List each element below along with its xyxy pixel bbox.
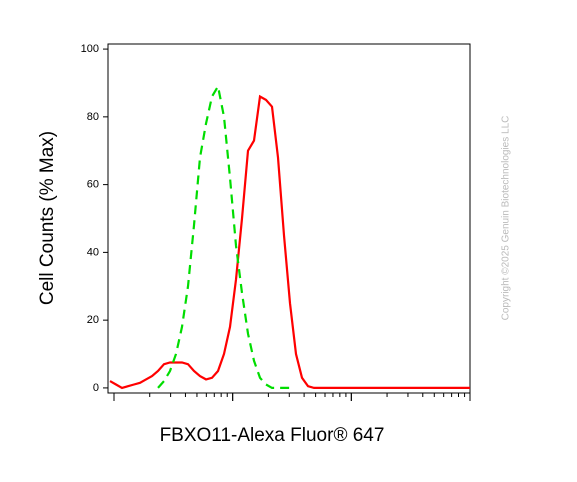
line-series	[109, 94, 470, 390]
y-axis-label: Cell Counts (% Max)	[37, 131, 58, 305]
y-tick-label: 100	[81, 43, 99, 55]
y-tick-label: 40	[87, 246, 99, 258]
y-tick-label: 0	[93, 382, 99, 394]
x-axis-label: FBXO11-Alexa Fluor® 647	[160, 425, 385, 446]
watermark: Copyright ©2025 Genuin Biotechnologies L…	[501, 116, 512, 321]
y-tick-label: 20	[87, 314, 99, 326]
plot-frame	[107, 43, 471, 394]
y-tick-label: 60	[87, 179, 99, 191]
line-series	[157, 83, 290, 389]
y-tick-label: 80	[87, 111, 99, 123]
